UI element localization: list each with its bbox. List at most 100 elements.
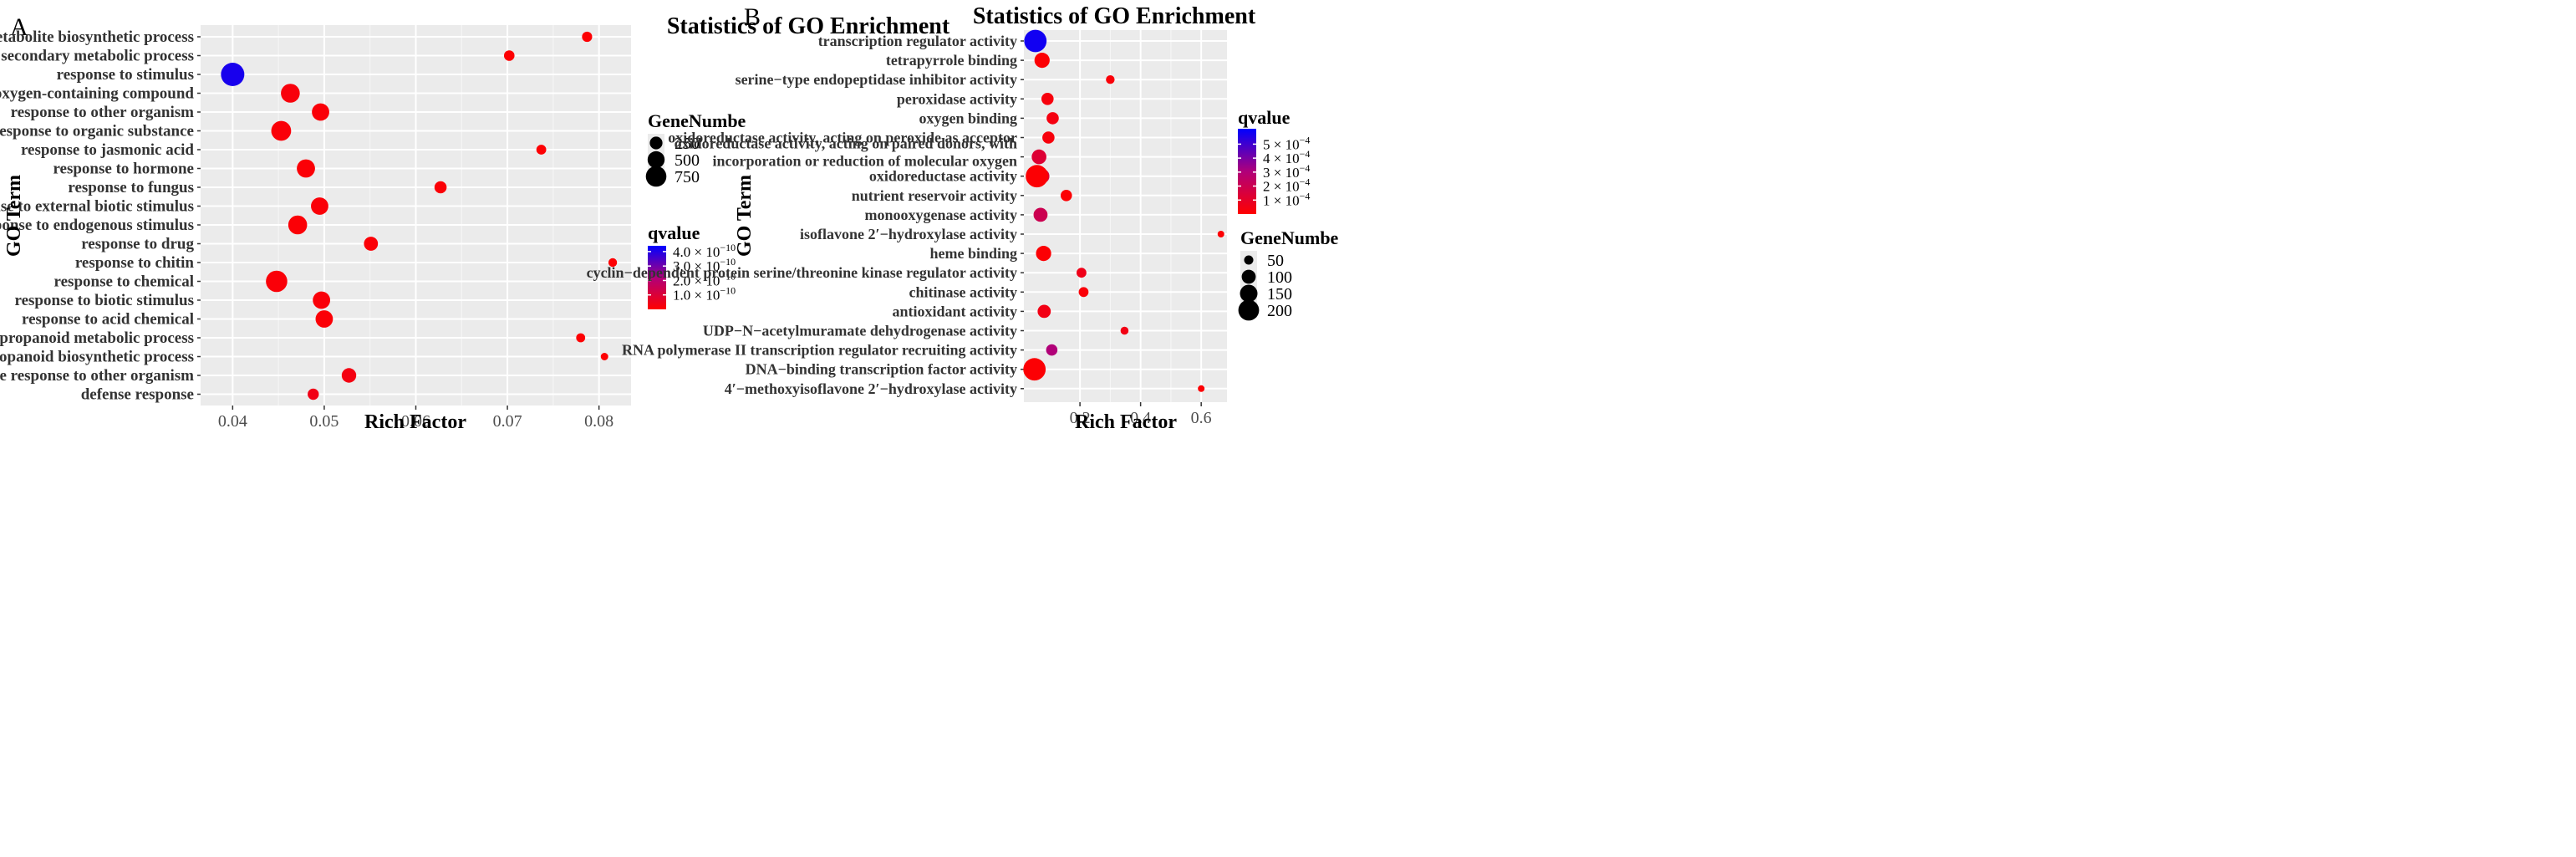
- size-legend-label: 200: [1267, 302, 1292, 320]
- data-point: [1042, 131, 1055, 144]
- colorbar-label: 5 × 10−4: [1263, 134, 1310, 152]
- data-point: [1217, 231, 1224, 237]
- y-tick-label: RNA polymerase II transcription regulato…: [622, 342, 1017, 359]
- data-point: [1046, 344, 1058, 356]
- data-point: [503, 50, 515, 61]
- data-point: [312, 103, 329, 121]
- y-tick-label: response to acid chemical: [22, 311, 194, 329]
- panel-a-y-axis: secondary metabolite biosynthetic proces…: [0, 28, 201, 404]
- y-tick-label: heme binding: [929, 245, 1017, 262]
- y-tick-label: oxidoreductase activity, acting on perox…: [668, 130, 1017, 146]
- y-tick-label: isoflavone 2′−hydroxylase activity: [800, 226, 1017, 242]
- panel-b-x-axis: 0.2 0.4 0.6: [1070, 402, 1212, 427]
- colorbar-label: 4 × 10−4: [1263, 148, 1310, 166]
- data-point: [1026, 165, 1048, 188]
- data-point: [266, 270, 288, 293]
- y-tick-label: response to external biotic stimulus: [0, 198, 194, 216]
- y-tick-label: response to jasmonic acid: [21, 141, 194, 159]
- data-point: [1078, 287, 1089, 298]
- data-point: [1041, 93, 1054, 105]
- panel-b-y-axis-title: GO Term: [734, 175, 756, 257]
- data-point: [608, 258, 618, 268]
- x-tick-label: 0.6: [1191, 409, 1212, 427]
- colorbar-label: 2.0 × 10−10: [673, 270, 736, 288]
- y-tick-label: response to biotic stimulus: [15, 292, 194, 309]
- y-tick-label: oxygen binding: [919, 110, 1017, 126]
- size-legend-key: [645, 166, 667, 187]
- data-point: [221, 63, 245, 86]
- y-tick-label: response to oxygen-containing compound: [0, 85, 194, 103]
- data-point: [536, 145, 547, 155]
- y-tick-label: response to fungus: [68, 179, 194, 196]
- panel-b-color-legend: qvalue 1 × 10−42 × 10−43 × 10−44 × 10−45…: [1238, 107, 1310, 214]
- data-point: [1106, 75, 1115, 84]
- colorbar-label: 3.0 × 10−10: [673, 256, 736, 274]
- data-point: [582, 31, 593, 43]
- size-legend-key: [647, 150, 665, 169]
- data-point: [297, 159, 315, 178]
- panel-a-color-legend-title: qvalue: [648, 222, 700, 243]
- size-legend-label: 750: [675, 168, 700, 186]
- y-tick-label: response to other organism: [11, 104, 195, 121]
- colorbar-label: 1 × 10−4: [1263, 190, 1310, 208]
- y-tick-label: defense response to other organism: [0, 367, 194, 385]
- y-tick-label: response to stimulus: [57, 66, 194, 84]
- data-point: [1037, 304, 1051, 319]
- panel-b-points: [1023, 29, 1224, 392]
- data-point: [311, 197, 328, 215]
- data-point: [313, 291, 331, 309]
- x-tick-label: 0.2: [1070, 409, 1091, 427]
- panel-a-x-axis: 0.04 0.05 0.06 0.07 0.08: [218, 406, 613, 431]
- panel-a-y-axis-title: GO Term: [3, 175, 25, 257]
- size-legend-label: 100: [1267, 268, 1292, 287]
- panel-b-size-legend-title: GeneNumbe: [1240, 227, 1339, 248]
- x-tick-label: 0.4: [1130, 409, 1151, 427]
- data-point: [1120, 326, 1129, 335]
- y-tick-label: response to chitin: [75, 254, 195, 272]
- data-point: [434, 181, 447, 194]
- y-tick-label: secondary metabolic process: [1, 48, 194, 65]
- y-tick-label: response to chemical: [54, 273, 194, 291]
- size-legend-label: 250: [675, 135, 700, 153]
- data-point: [315, 310, 333, 328]
- y-tick-label: antioxidant activity: [892, 303, 1017, 319]
- panel-a-gridlines: [201, 25, 631, 406]
- y-tick-label: DNA−binding transcription factor activit…: [746, 361, 1017, 378]
- size-legend-label: 150: [1267, 285, 1292, 304]
- colorbar-label: 2 × 10−4: [1263, 176, 1310, 195]
- y-tick-label: nutrient reservoir activity: [852, 187, 1017, 204]
- size-legend-label: 50: [1267, 252, 1284, 270]
- y-tick-label: tetrapyrrole binding: [886, 52, 1017, 69]
- colorbar-label: 3 × 10−4: [1263, 162, 1310, 181]
- y-tick-label: 4′−methoxyisoflavone 2′−hydroxylase acti…: [725, 380, 1017, 397]
- x-tick-label: 0.05: [309, 412, 339, 431]
- y-tick-label: secondary metabolite biosynthetic proces…: [0, 28, 194, 46]
- x-tick-label: 0.06: [401, 412, 430, 431]
- data-point: [1060, 190, 1072, 201]
- size-legend-key: [1241, 269, 1256, 284]
- colorbar-label: 4.0 × 10−10: [673, 242, 736, 260]
- x-tick-label: 0.08: [584, 412, 613, 431]
- data-point: [1198, 385, 1205, 392]
- data-point: [1034, 53, 1050, 69]
- panel-a-x-axis-title: Rich Factor: [364, 411, 466, 433]
- data-point: [1046, 112, 1059, 125]
- y-tick-label: serine−type endopeptidase inhibitor acti…: [736, 71, 1017, 88]
- y-tick-label: peroxidase activity: [897, 90, 1017, 107]
- panel-a-color-legend: qvalue 1.0 × 10−102.0 × 10−103.0 × 10−10…: [648, 222, 736, 309]
- data-point: [1077, 268, 1087, 278]
- data-point: [1033, 207, 1048, 222]
- panel-b-color-legend-title: qvalue: [1238, 107, 1291, 128]
- y-tick-label: monooxygenase activity: [865, 207, 1017, 223]
- y-tick-label: chitinase activity: [909, 283, 1017, 300]
- x-tick-label: 0.07: [493, 412, 522, 431]
- y-tick-label: response to drug: [81, 236, 194, 253]
- size-legend-label: 500: [675, 151, 700, 170]
- panel-a-title: Statistics of GO Enrichment: [667, 13, 950, 39]
- panel-a-colorbar: [648, 246, 666, 309]
- data-point: [364, 237, 379, 251]
- data-point: [1036, 246, 1051, 262]
- size-legend-key: [649, 136, 663, 150]
